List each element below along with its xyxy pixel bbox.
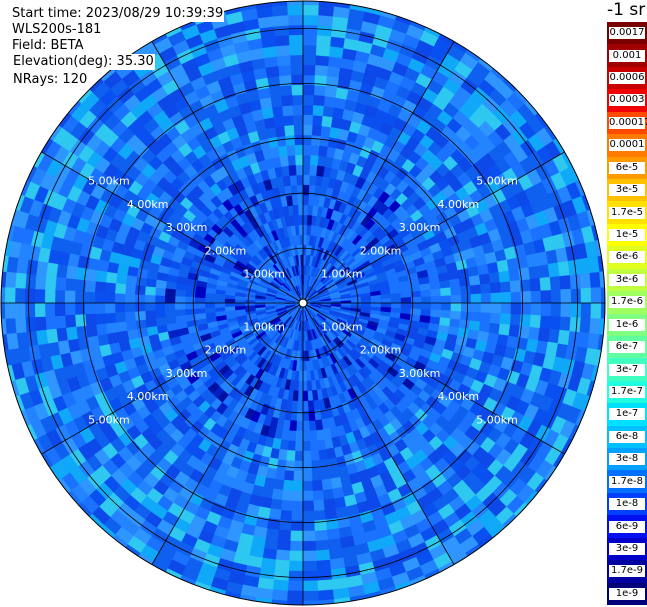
colorbar-tick-label: 6e-6 — [609, 251, 645, 264]
azimuth-spoke — [302, 302, 455, 565]
colorbar-tick-label: 1e-5 — [609, 229, 645, 242]
range-label: 4.00km — [438, 390, 480, 403]
azimuth-spoke — [151, 302, 304, 565]
colorbar-tick-label: 1e-6 — [609, 318, 645, 331]
range-label: 4.00km — [438, 198, 480, 211]
range-label: 5.00km — [476, 175, 518, 188]
colorbar-title: -1 sr — [607, 0, 646, 20]
colorbar-tick-label: 0.00017 — [609, 116, 647, 129]
azimuth-spoke — [41, 151, 304, 304]
colorbar-tick-label: 6e-5 — [609, 161, 645, 174]
range-label: 5.00km — [88, 175, 130, 188]
range-label: 1.00km — [321, 268, 363, 281]
colorbar: 0.0017 0.001 0.0006 0.0003 0.00017 0.0001 6e-5… — [607, 22, 647, 606]
colorbar-tick-label: 1e-9 — [609, 587, 645, 600]
ppi-plot: 1.00km 1.00km 1.00km 1.00km 2.00km 2.00km 2.00… — [0, 0, 606, 606]
range-label: 1.00km — [243, 268, 285, 281]
range-label: 2.00km — [360, 244, 402, 257]
range-label: 5.00km — [88, 414, 130, 427]
start-time-label: Start time: 2023/08/29 10:39:39 — [11, 6, 225, 22]
range-label: 5.00km — [476, 414, 518, 427]
range-label: 2.00km — [205, 244, 247, 257]
azimuth-spoke — [151, 41, 304, 304]
colorbar-tick-label: 3e-5 — [609, 184, 645, 197]
range-label: 2.00km — [205, 344, 247, 357]
azimuth-spoke — [302, 302, 565, 455]
colorbar-tick-label: 0.001 — [609, 49, 645, 62]
range-label: 3.00km — [399, 221, 441, 234]
colorbar-tick-label: 0.0006 — [609, 72, 645, 85]
range-labels: 1.00km 1.00km 1.00km 1.00km 2.00km 2.00km 2.00… — [88, 175, 518, 427]
colorbar-tick-label: 6e-8 — [609, 430, 645, 443]
field-label: Field: BETA — [12, 38, 84, 53]
range-label: 3.00km — [399, 367, 441, 380]
colorbar-tick-label: 0.0017 — [609, 27, 645, 40]
azimuth-spoke — [302, 41, 455, 304]
nrays-label: NRays: 120 — [12, 72, 89, 88]
beta-cell-group — [1, 4, 604, 605]
range-label: 4.00km — [127, 390, 169, 403]
range-label: 3.00km — [166, 221, 208, 234]
range-label: 4.00km — [127, 198, 169, 211]
colorbar-tick-label: 1e-8 — [609, 498, 645, 511]
lidar-location-marker — [298, 298, 308, 308]
colorbar-tick-label: 1.7e-9 — [609, 565, 645, 578]
colorbar-tick-label: 6e-9 — [609, 520, 645, 533]
instrument-label: WLS200s-181 — [12, 22, 102, 37]
colorbar-tick-label: 3e-6 — [609, 273, 645, 286]
range-label: 1.00km — [243, 320, 285, 333]
elevation-label: Elevation(deg): 35.30 — [12, 54, 155, 70]
azimuth-spoke — [302, 151, 565, 304]
range-label: 1.00km — [321, 320, 363, 333]
colorbar-tick-label: 1.7e-5 — [609, 206, 645, 219]
colorbar-tick-label: 3e-9 — [609, 542, 645, 555]
colorbar-tick-label: 1.7e-6 — [609, 296, 645, 309]
azimuth-spoke — [41, 302, 304, 455]
colorbar-tick-label: 6e-7 — [609, 341, 645, 354]
colorbar-tick-label: 3e-8 — [609, 453, 645, 466]
colorbar-tick-label: 1.7e-7 — [609, 385, 645, 398]
range-label: 3.00km — [166, 367, 208, 380]
colorbar-tick-label: 1.7e-8 — [609, 475, 645, 488]
range-label: 2.00km — [360, 344, 402, 357]
beta-cells — [1, 1, 605, 605]
colorbar-tick-label: 0.0001 — [609, 139, 645, 152]
colorbar-tick-label: 3e-7 — [609, 363, 645, 376]
colorbar-tick-label: 0.0003 — [609, 94, 645, 107]
colorbar-tick-label: 1e-7 — [609, 408, 645, 421]
range-grid — [0, 0, 606, 606]
